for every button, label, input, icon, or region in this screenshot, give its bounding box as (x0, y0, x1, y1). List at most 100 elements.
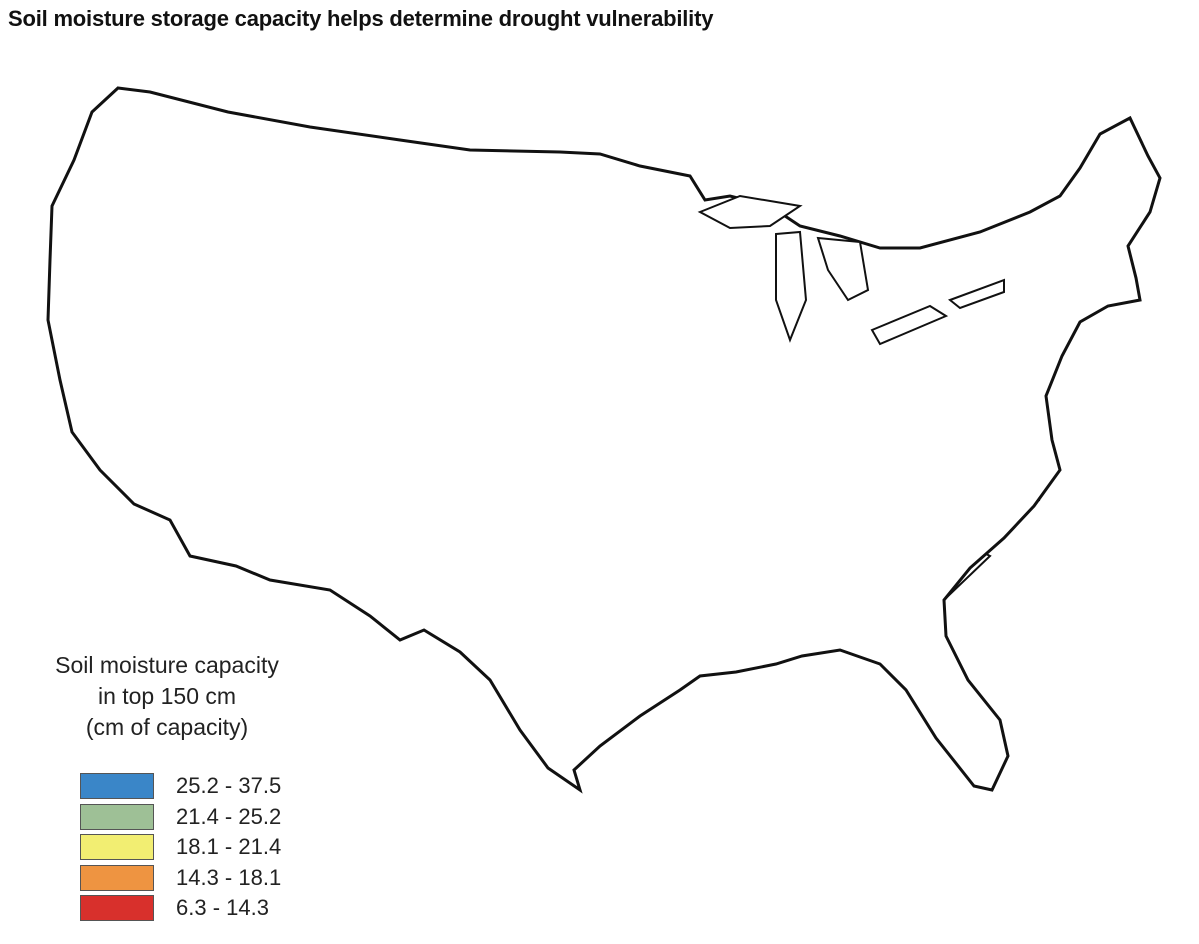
soil-patch (1077, 138, 1088, 147)
soil-patch (996, 641, 1006, 649)
legend-item: 25.2 - 37.5 (80, 771, 306, 802)
soil-patch (880, 722, 889, 732)
legend-swatch (80, 895, 154, 922)
soil-patch (907, 722, 916, 732)
soil-patch (961, 659, 972, 667)
soil-patch (686, 696, 694, 705)
legend-item: 6.3 - 14.3 (80, 893, 306, 924)
soil-patch (1069, 130, 1080, 139)
soil-patch (267, 110, 277, 117)
legend-title-line: (cm of capacity) (85, 714, 249, 740)
soil-patch (925, 766, 933, 774)
legend-swatch (80, 773, 154, 800)
soil-patch (951, 618, 960, 628)
soil-patch (1032, 520, 1040, 528)
soil-patch (961, 601, 970, 610)
soil-patch (1060, 175, 1070, 184)
soil-patch (899, 766, 909, 775)
soil-patch (988, 667, 996, 675)
soil-patch (898, 703, 906, 711)
soil-patch (668, 714, 677, 722)
soil-patch (942, 758, 951, 768)
soil-patch (632, 722, 641, 729)
soil-patch (944, 766, 953, 773)
soil-patch (997, 547, 1005, 555)
soil-patch (60, 155, 68, 164)
soil-patch (479, 714, 487, 723)
soil-patch (77, 477, 86, 485)
soil-patch (1142, 284, 1150, 292)
soil-patch (59, 459, 67, 468)
soil-patch (681, 161, 691, 170)
soil-patch (908, 731, 917, 741)
soil-patch (980, 637, 988, 647)
soil-patch (1061, 157, 1070, 166)
soil-patch (980, 686, 988, 696)
soil-patch (275, 109, 285, 118)
legend-swatch (80, 803, 154, 830)
soil-patch (695, 705, 705, 714)
soil-patch (970, 583, 978, 592)
soil-patch (989, 556, 998, 564)
soil-patch (1041, 530, 1050, 539)
legend-title: Soil moisture capacity in top 150 cm (cm… (36, 650, 298, 743)
soil-patch (998, 686, 1006, 694)
soil-patch (997, 659, 1004, 667)
legend-label: 21.4 - 25.2 (176, 803, 282, 829)
soil-patch (979, 582, 989, 591)
soil-patch (961, 647, 968, 657)
soil-patch (633, 731, 642, 739)
soil-patch (479, 732, 489, 742)
great-lakes (697, 194, 1005, 346)
soil-patch (1050, 494, 1060, 505)
soil-patch (987, 574, 997, 583)
soil-patch (668, 721, 676, 729)
soil-patch (480, 722, 489, 729)
soil-patch (998, 703, 1006, 713)
soil-patch (970, 649, 981, 659)
soil-patch (988, 649, 997, 659)
soil-patch (934, 758, 944, 765)
soil-patch (478, 687, 489, 696)
soil-patch (980, 677, 990, 686)
soil-patch (988, 628, 998, 638)
soil-patch (50, 495, 58, 504)
soil-patch (1059, 166, 1069, 175)
soil-patch (686, 714, 694, 723)
soil-patch (1140, 130, 1151, 139)
soil-patch (907, 739, 916, 748)
soil-patch (998, 556, 1006, 566)
soil-patch (998, 645, 1006, 656)
soil-patch (998, 564, 1008, 574)
soil-patch (889, 748, 897, 756)
legend-item: 14.3 - 18.1 (80, 863, 306, 894)
soil-patch (897, 713, 907, 721)
soil-patch (642, 723, 650, 732)
soil-patch (678, 704, 688, 713)
soil-patch (953, 628, 963, 637)
soil-patch (961, 649, 971, 659)
soil-patch (952, 591, 960, 600)
soil-patch (488, 722, 496, 731)
soil-patch (935, 766, 944, 775)
soil-patch (890, 703, 900, 712)
soil-patch (696, 714, 705, 723)
soil-patch (1004, 538, 1011, 548)
soil-patch (917, 757, 925, 765)
soil-patch (988, 602, 998, 611)
soil-patch (953, 602, 961, 609)
soil-patch (960, 610, 968, 618)
soil-patch (916, 731, 924, 739)
map-title: Soil moisture storage capacity helps det… (8, 6, 714, 31)
soil-patch (916, 776, 925, 784)
legend-label: 25.2 - 37.5 (176, 773, 282, 799)
soil-patch (51, 442, 60, 450)
soil-patch (880, 686, 890, 694)
soil-patch (971, 610, 980, 620)
soil-patch (980, 641, 987, 650)
soil-patch (1023, 520, 1032, 530)
soil-patch (979, 646, 989, 655)
soil-patch (51, 137, 60, 147)
soil-patch (934, 748, 944, 758)
soil-patch (962, 628, 972, 637)
